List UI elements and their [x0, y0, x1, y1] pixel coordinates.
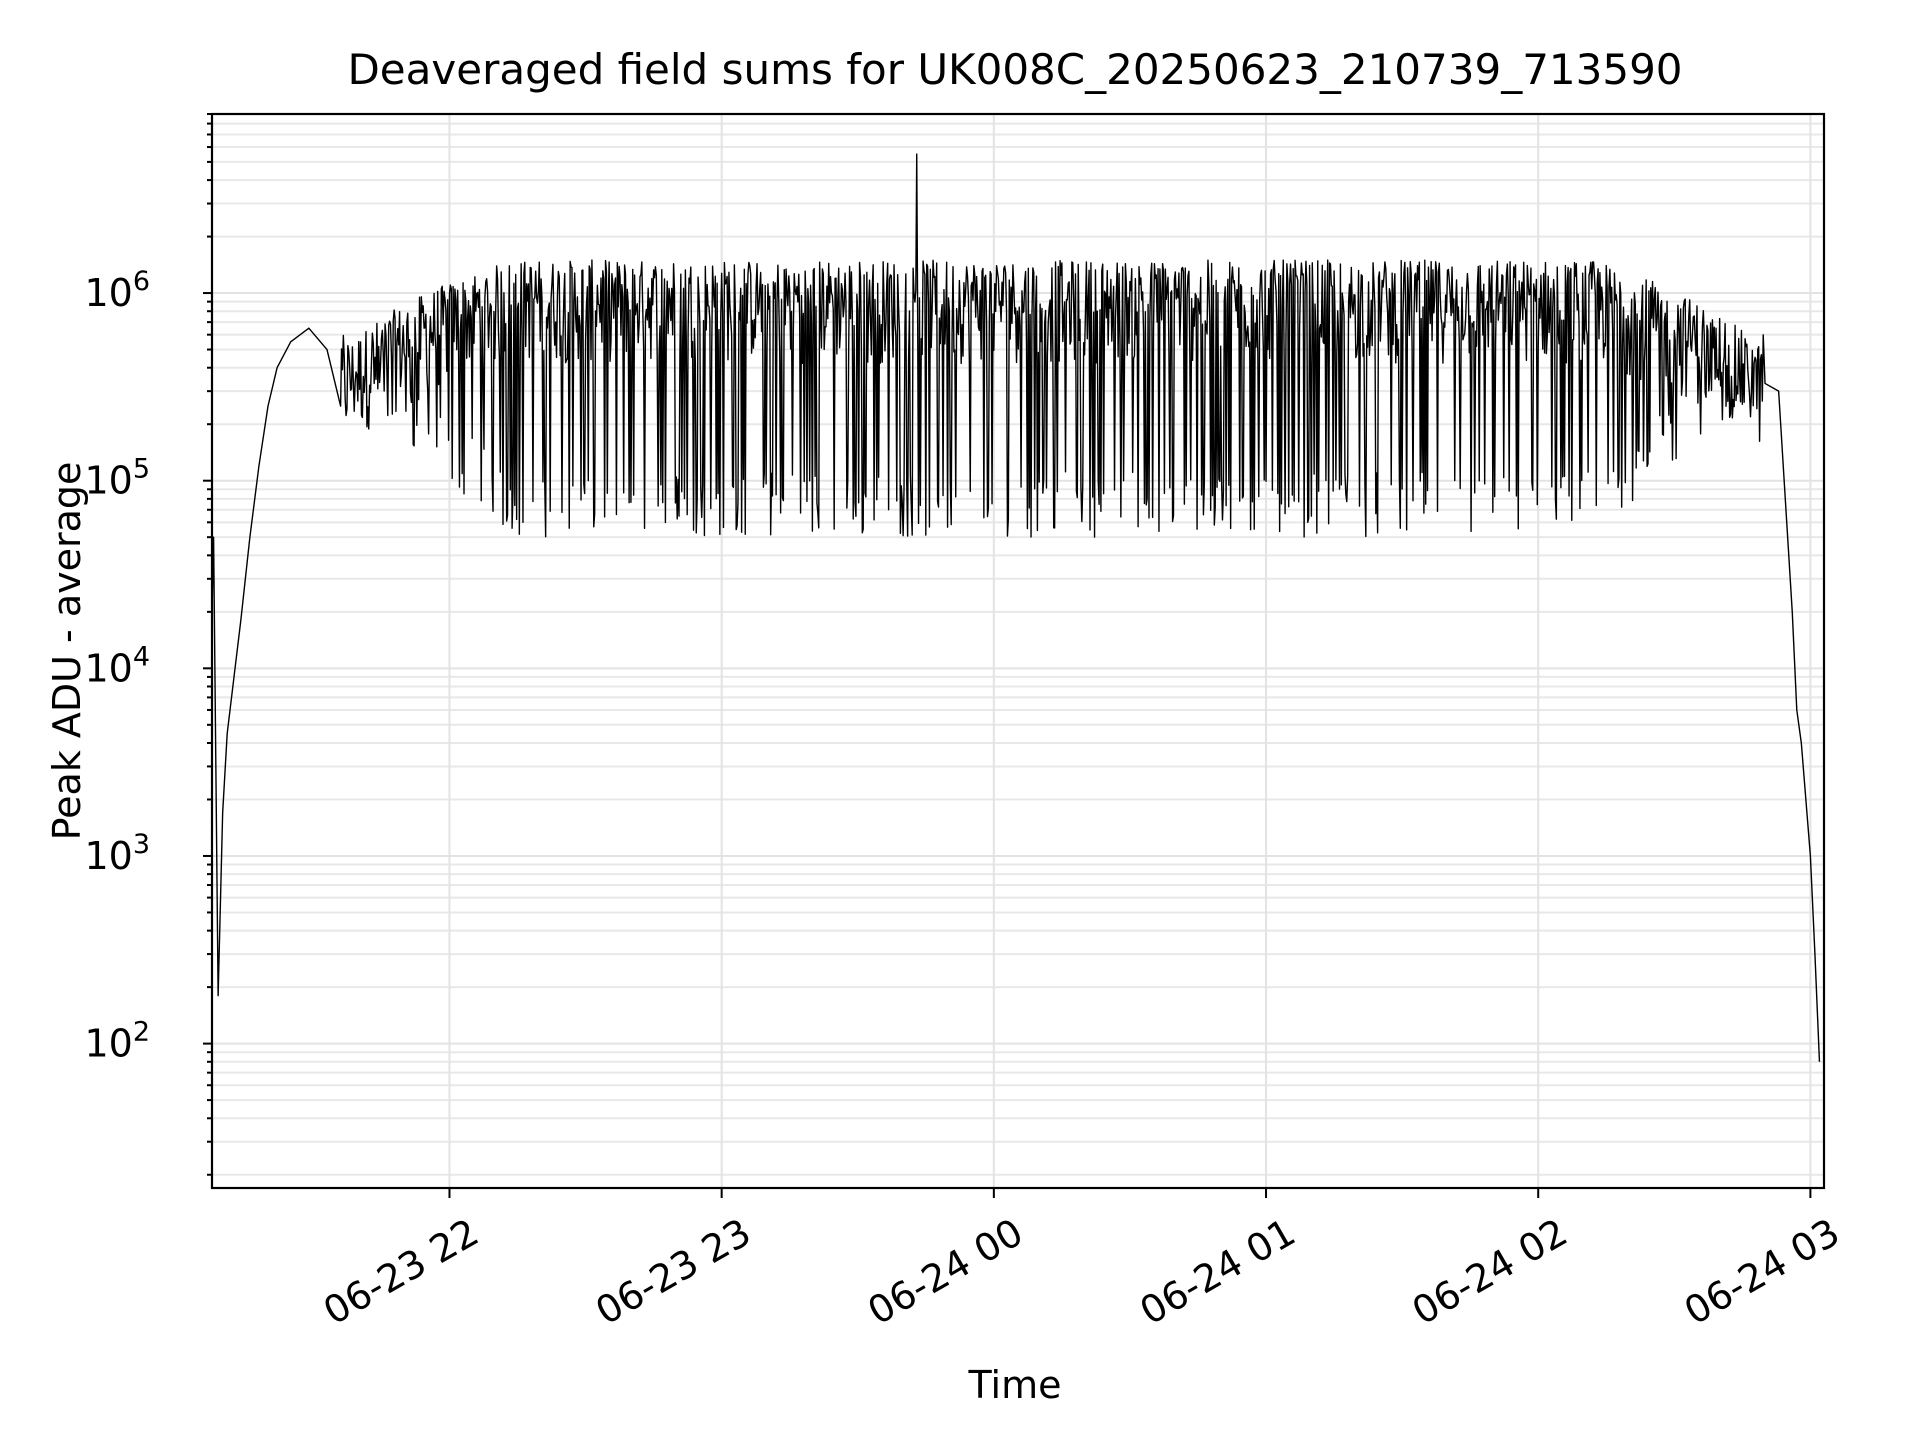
y-tick-label: 102	[84, 1017, 150, 1066]
y-tick-label: 106	[84, 266, 150, 315]
y-tick-label: 103	[84, 829, 150, 878]
y-tick-label: 105	[84, 454, 150, 503]
x-axis-label: Time	[968, 1363, 1062, 1407]
series	[211, 153, 1821, 1062]
plot-frame	[210, 112, 1826, 1190]
y-tick-label: 104	[84, 641, 150, 690]
y-ticks: 102 103 104 105 106	[84, 113, 212, 1176]
y-axis-label: Peak ADU - average	[45, 462, 89, 841]
series-line	[211, 153, 1821, 1062]
chart-title: Deaveraged field sums for UK008C_2025062…	[347, 45, 1682, 94]
